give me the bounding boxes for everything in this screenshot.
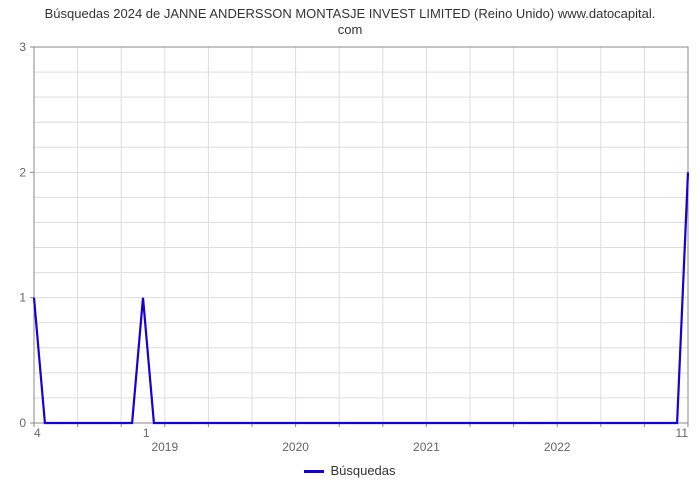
y-tick-label: 0 <box>19 416 26 430</box>
y-tick-label: 3 <box>19 40 26 54</box>
y-tick-label: 2 <box>19 165 26 179</box>
chart-title: Búsquedas 2024 de JANNE ANDERSSON MONTAS… <box>0 0 700 39</box>
legend-swatch <box>304 470 324 473</box>
title-line2: com <box>338 22 363 37</box>
title-line1: Búsquedas 2024 de JANNE ANDERSSON MONTAS… <box>45 6 656 21</box>
chart-legend: Búsquedas <box>0 459 700 478</box>
x-year-label: 2020 <box>282 440 309 454</box>
chart-container: Búsquedas 2024 de JANNE ANDERSSON MONTAS… <box>0 0 700 500</box>
x-year-label: 2022 <box>544 440 571 454</box>
chart-svg: 012341112019202020212022 <box>0 39 700 459</box>
x-edge-label: 4 <box>34 426 41 440</box>
x-year-label: 2021 <box>413 440 440 454</box>
x-year-label: 2019 <box>151 440 178 454</box>
x-edge-label: 1 <box>143 426 150 440</box>
legend-label: Búsquedas <box>330 463 395 478</box>
y-tick-label: 1 <box>19 290 26 304</box>
x-edge-label: 11 <box>676 426 689 440</box>
